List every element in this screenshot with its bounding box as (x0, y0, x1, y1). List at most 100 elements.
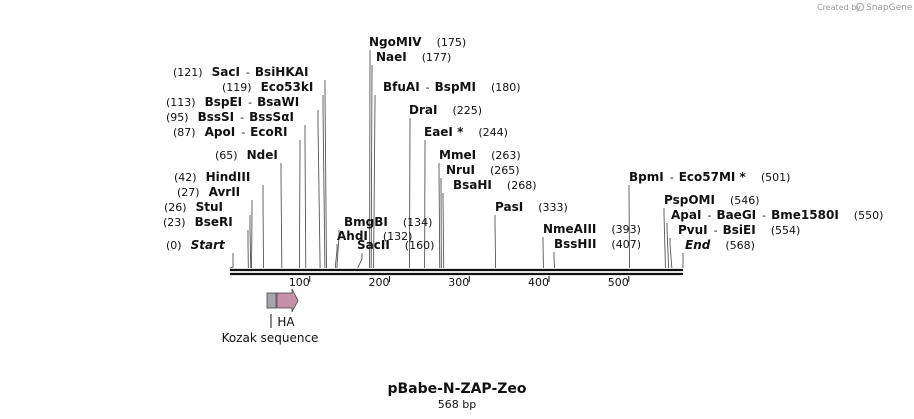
connector-stui (249, 215, 252, 269)
site-labels: (0) Start (23) BseRI (26) StuI(27) AvrII (42) Hi… (163, 35, 883, 252)
site-name: End (685, 238, 711, 252)
site-name: MmeI (439, 148, 476, 162)
connector-apai (666, 223, 670, 269)
site-isoschizomer: BspMI (435, 80, 476, 94)
site-position: (132) (383, 230, 413, 243)
site-hindiii[interactable]: (42) HindIII (174, 170, 250, 184)
site-stui[interactable]: (26) StuI (164, 200, 223, 214)
site-ahdi[interactable]: AhdI (132) (337, 229, 412, 243)
site-pasi[interactable]: PasI (333) (495, 200, 568, 214)
site-position: (180) (491, 81, 521, 94)
site-avrii[interactable]: (27) AvrII (177, 185, 240, 199)
connector-apoi (298, 140, 301, 269)
site-separator: - (248, 96, 252, 109)
connector-saci (324, 80, 327, 269)
site-position: (27) (177, 186, 200, 199)
site-bsshii[interactable]: BssHII (407) (554, 237, 641, 251)
site-separator: - (240, 111, 244, 124)
site-eaei[interactable]: EaeI * (244) (424, 125, 508, 139)
feature-track: HA Kozak sequence (222, 288, 319, 345)
site-saci[interactable]: (121) SacI - BsiHKAI (173, 65, 308, 79)
connector-pspomi (663, 208, 666, 269)
site-position: (113) (166, 96, 196, 109)
site-position: (333) (538, 201, 568, 214)
site-name: ApaI (671, 208, 701, 222)
site-apai[interactable]: ApaI - BaeGI - Bme1580I (550) (671, 208, 883, 222)
site-nrui[interactable]: NruI (265) (446, 163, 520, 177)
site-mmei[interactable]: MmeI (263) (439, 148, 521, 162)
connector-ahdi (334, 244, 338, 269)
ruler-tick-label-300: 300 (448, 276, 469, 289)
ruler-tick-label-400: 400 (528, 276, 549, 289)
site-bseri[interactable]: (23) BseRI (163, 215, 233, 229)
site-drai[interactable]: DraI (225) (409, 103, 482, 117)
site-end[interactable]: End (568) (685, 238, 755, 252)
feature-kozak-sequence[interactable] (266, 292, 277, 309)
snapgene-logo-icon (855, 2, 865, 12)
site-position: (550) (854, 209, 884, 222)
ruler-tick-label-100: 100 (289, 276, 310, 289)
ruler-tick-label-500: 500 (608, 276, 629, 289)
connector-bsshii (553, 252, 556, 269)
connector-drai (408, 118, 411, 269)
site-name: BssHII (554, 237, 596, 251)
site-name: SacII (357, 238, 390, 252)
site-separator: - (426, 81, 430, 94)
connector-bsahi (442, 193, 445, 269)
connector-start (229, 253, 234, 269)
site-position: (263) (491, 149, 521, 162)
site-name: BfuAI (383, 80, 420, 94)
site-position: (134) (403, 216, 433, 229)
connector-bmgbi (336, 230, 340, 269)
connector-ndei (280, 163, 283, 269)
site-bfuai[interactable]: BfuAI - BspMI (180) (383, 80, 521, 94)
site-name: SacI (212, 65, 240, 79)
site-ndei[interactable]: (65) NdeI (215, 148, 278, 162)
site-position: (177) (422, 51, 452, 64)
site-name: BpmI (629, 170, 664, 184)
site-position: (26) (164, 201, 187, 214)
site-position: (268) (507, 179, 537, 192)
feature-ha[interactable] (276, 288, 299, 313)
site-pspomi[interactable]: PspOMI (546) (664, 193, 760, 207)
site-name: NruI (446, 163, 475, 177)
site-nmeaiii[interactable]: NmeAIII (393) (543, 222, 641, 236)
connector-pasi (494, 215, 497, 269)
site-name: EaeI * (424, 125, 464, 139)
site-position: (407) (611, 238, 641, 251)
feature-ha-label: HA (277, 315, 295, 329)
site-name: BsaHI (453, 178, 492, 192)
site-name: NdeI (247, 148, 278, 162)
connector-bspei (317, 110, 321, 269)
feature-kozak-label: Kozak sequence (222, 331, 319, 345)
site-naei[interactable]: NaeI (177) (376, 50, 451, 64)
site-eco53ki[interactable]: (119) Eco53kI (222, 80, 313, 94)
map-length: 568 bp (438, 398, 476, 411)
site-apoi[interactable]: (87) ApoI - EcoRI (173, 125, 287, 139)
site-isoschizomer-2: Bme1580I (771, 208, 839, 222)
site-name: AhdI (337, 229, 368, 243)
site-position: (23) (163, 216, 186, 229)
site-name: BmgBI (344, 215, 388, 229)
site-position: (175) (437, 36, 467, 49)
ruler-tick-label-200: 200 (369, 276, 390, 289)
site-bpmi[interactable]: BpmI - Eco57MI * (501) (629, 170, 790, 184)
site-bsssi[interactable]: (95) BssSI - BssSαI (166, 110, 294, 124)
site-start[interactable]: (0) Start (166, 238, 226, 252)
site-position: (87) (173, 126, 196, 139)
connector-pvui (669, 238, 673, 269)
site-ngomiv[interactable]: NgoMIV (175) (369, 35, 466, 49)
site-isoschizomer: BssSαI (249, 110, 294, 124)
site-sacii[interactable]: SacII (160) (357, 238, 434, 252)
site-pvui[interactable]: PvuI - BsiEI (554) (678, 223, 800, 237)
site-bsahi[interactable]: BsaHI (268) (453, 178, 537, 192)
site-position: (265) (490, 164, 520, 177)
site-position: (225) (452, 104, 482, 117)
site-position: (554) (771, 224, 801, 237)
site-connectors (229, 50, 684, 269)
site-bspei[interactable]: (113) BspEI - BsaWI (166, 95, 299, 109)
site-bmgbi[interactable]: BmgBI (134) (344, 215, 432, 229)
site-isoschizomer: BaeGI (716, 208, 756, 222)
connector-bpmi (628, 185, 631, 269)
site-position: (95) (166, 111, 189, 124)
